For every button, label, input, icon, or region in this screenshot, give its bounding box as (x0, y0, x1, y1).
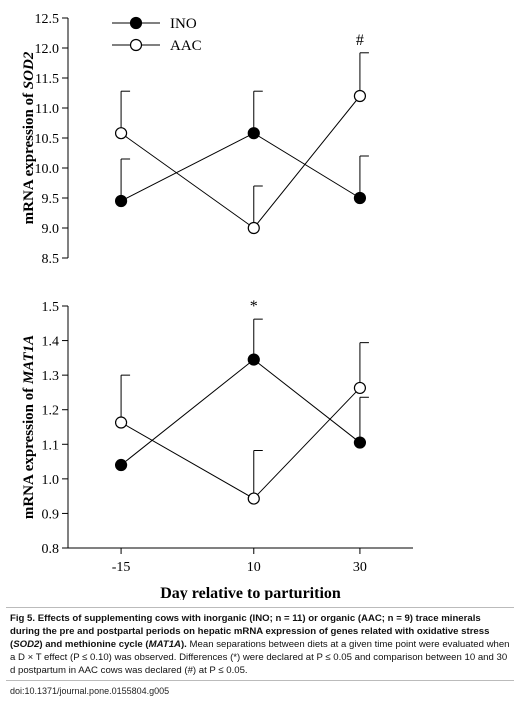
y-axis-label: mRNA expression of MAT1A (21, 335, 37, 519)
series-line-ino (120, 358, 361, 466)
x-axis-label: Day relative to parturition (160, 585, 341, 600)
x-tick-label: 30 (353, 560, 367, 575)
legend-label: AAC (170, 38, 202, 54)
y-tick-label: 0.8 (42, 542, 60, 557)
data-point-aac (114, 416, 128, 429)
y-tick-label: 1.2 (42, 404, 60, 419)
y-tick-label: 10.5 (35, 132, 60, 147)
data-point-aac (353, 381, 367, 395)
y-tick-label: 12.0 (35, 42, 60, 57)
caption-title-part: ). (180, 639, 187, 650)
legend-marker-aac (129, 38, 143, 52)
caption-label: Fig 5. (10, 613, 36, 624)
figure-charts: 8.5 9.0 9.5 10.0 10.5 11.0 11.5 12.0 12.5 mRNA ex… (21, 12, 413, 600)
data-point-ino (353, 436, 367, 449)
y-axis-label: mRNA expression of SOD2 (21, 51, 37, 224)
legend-label: INO (170, 16, 197, 32)
caption-title-part: Effects of supplementing cows with inorg… (10, 613, 490, 650)
data-point-ino (114, 458, 128, 472)
data-point-aac (247, 221, 260, 235)
y-tick-label: 1.3 (42, 369, 60, 384)
y-tick-label: 10.0 (35, 162, 60, 177)
caption-title-text: Effects of supplementing cows with inorg… (10, 613, 489, 650)
data-point-ino (353, 191, 367, 205)
significance-marker: * (250, 298, 258, 315)
x-tick-label: 10 (247, 560, 261, 575)
caption-title-part: SOD2 (13, 639, 40, 650)
y-tick-label: 9.5 (42, 192, 60, 207)
caption-divider-bottom (6, 680, 514, 681)
significance-marker: # (356, 32, 364, 49)
doi-text: doi:10.1371/journal.pone.0155804.g005 (10, 686, 170, 696)
data-point-aac (353, 89, 367, 103)
y-tick-label: 0.9 (42, 507, 60, 522)
y-tick-label: 8.5 (42, 252, 60, 267)
series-line-aac (120, 95, 361, 229)
caption-title-part: ) and methionine cycle ( (39, 639, 149, 650)
data-point-ino (247, 127, 260, 140)
y-tick-label: 11.0 (35, 102, 59, 117)
y-tick-label: 11.5 (35, 72, 59, 87)
y-tick-label: 1.1 (42, 438, 60, 453)
y-axis-label-part: mRNA expression of (21, 89, 37, 224)
series-line-ino (120, 132, 361, 202)
caption-title: Fig 5. Effects of supplementing cows wit… (10, 613, 489, 650)
x-tick-label: -15 (112, 560, 131, 575)
y-axis-label-part: MAT1A (21, 335, 37, 385)
y-tick-label: 12.5 (35, 12, 60, 27)
figure-caption: Fig 5. Effects of supplementing cows wit… (10, 612, 510, 677)
y-tick-label: 1.4 (42, 335, 60, 350)
caption-body: Mean separations between diets at a give… (10, 639, 510, 676)
y-tick-label: 1.5 (42, 300, 60, 315)
data-point-aac (114, 127, 128, 140)
y-tick-label: 1.0 (42, 473, 60, 488)
data-point-ino (247, 353, 260, 366)
caption-title-part: MAT1A (148, 639, 181, 650)
y-axis-label-part: mRNA expression of (21, 384, 37, 519)
y-tick-label: 9.0 (42, 222, 60, 237)
data-point-aac (247, 492, 260, 505)
caption-divider-top (6, 607, 514, 608)
legend-marker-ino (129, 16, 143, 30)
data-point-ino (114, 194, 128, 208)
series-line-aac (120, 387, 361, 500)
y-axis-label-part: SOD2 (21, 51, 37, 89)
